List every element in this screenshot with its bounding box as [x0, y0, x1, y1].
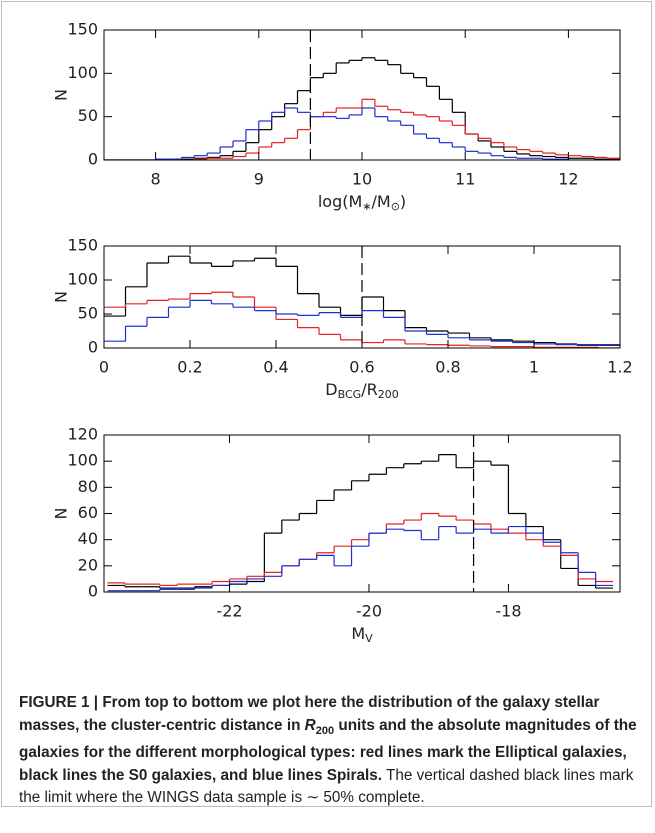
plot-frame — [103, 434, 621, 593]
y-tick-label: 120 — [67, 425, 98, 444]
plot-area — [104, 255, 620, 348]
x-axis-label-part: /R — [361, 380, 378, 399]
x-axis-label-part: /M — [371, 192, 390, 211]
x-tick-label: -22 — [216, 602, 242, 621]
caption-text: 200 — [315, 724, 335, 737]
y-axis-label: N — [52, 89, 71, 101]
caption: FIGURE 1 | From top to bottom we plot he… — [19, 692, 639, 810]
x-tick-label: -18 — [495, 602, 521, 621]
x-tick-label: 12 — [558, 170, 578, 189]
y-tick-label: 60 — [78, 503, 98, 522]
y-tick-label: 150 — [67, 20, 98, 39]
caption-text: FIGURE 1 | From top to bottom we plot he… — [19, 694, 600, 734]
y-tick-label: 80 — [78, 477, 98, 496]
x-axis-label-part: BCG — [338, 388, 362, 401]
plot-frame — [103, 29, 621, 161]
x-axis-label-part: ⊙ — [391, 200, 400, 213]
caption-text: units and the absolute magnitudes of the… — [19, 716, 637, 784]
x-axis-label-part: D — [325, 380, 337, 399]
y-axis-label: N — [52, 291, 71, 303]
x-axis-label-part: M — [351, 624, 365, 643]
x-tick-label: 0.2 — [177, 358, 202, 377]
x-axis-label-part: V — [365, 632, 373, 645]
caption-text: R — [304, 716, 316, 734]
x-tick-label: 1.2 — [607, 358, 632, 377]
y-tick-label: 100 — [67, 63, 98, 82]
x-tick-label: 0.6 — [349, 358, 374, 377]
x-tick-label: 0.4 — [263, 358, 288, 377]
x-tick-label: 0.8 — [435, 358, 460, 377]
y-tick-label: 50 — [78, 106, 98, 125]
x-axis-label-part: 200 — [378, 388, 399, 401]
y-tick-label: 0 — [88, 582, 98, 601]
y-axis-label: N — [52, 508, 71, 520]
plot-area — [107, 454, 614, 592]
x-axis-label-part: log(M — [318, 192, 362, 211]
y-tick-label: 100 — [67, 451, 98, 470]
y-tick-label: 50 — [78, 304, 98, 323]
caption-text: The vertical dashed black lines mark the… — [19, 766, 634, 807]
x-axis-label: log(M∗/M⊙) — [318, 192, 406, 214]
y-tick-label: 20 — [78, 555, 98, 574]
y-tick-label: 100 — [67, 270, 98, 289]
x-tick-label: 11 — [455, 170, 475, 189]
y-tick-label: 0 — [88, 338, 98, 357]
y-tick-label: 0 — [88, 150, 98, 169]
x-tick-label: 0 — [99, 358, 109, 377]
x-tick-label: 10 — [352, 170, 372, 189]
x-axis-label-part: ) — [400, 192, 406, 211]
x-axis-label: MV — [351, 624, 373, 646]
x-axis-label: DBCG/R200 — [325, 380, 398, 402]
x-tick-label: -20 — [356, 602, 382, 621]
y-tick-label: 40 — [78, 529, 98, 548]
y-tick-label: 150 — [67, 236, 98, 255]
x-tick-label: 8 — [151, 170, 161, 189]
plot-area — [104, 57, 620, 160]
x-axis-label-part: ∗ — [362, 200, 371, 213]
x-tick-label: 9 — [254, 170, 264, 189]
figure-frame — [1, 1, 652, 807]
x-tick-label: 1 — [529, 358, 539, 377]
